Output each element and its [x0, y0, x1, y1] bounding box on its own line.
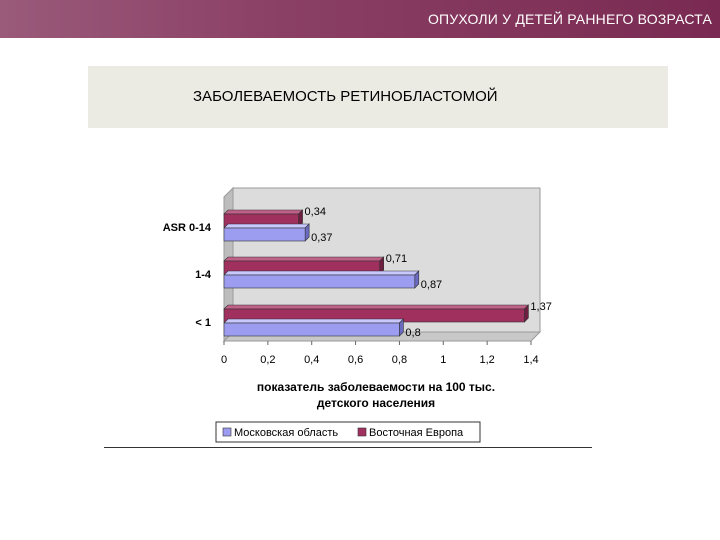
x-tick-label-2: 0,4: [304, 354, 319, 366]
x-tick-label-0: 0: [221, 354, 227, 366]
value-label-moscow-0: 0,37: [311, 232, 332, 244]
legend-label-europe: Восточная Европа: [369, 427, 464, 439]
legend-label-moscow: Московская область: [234, 427, 338, 439]
x-tick-label-7: 1,4: [523, 354, 538, 366]
x-tick-label-3: 0,6: [348, 354, 363, 366]
x-tick-label-5: 1: [440, 354, 446, 366]
chart-heading: ЗАБОЛЕВАЕМОСТЬ РЕТИНОБЛАСТОМОЙ: [193, 88, 498, 105]
x-tick-label-4: 0,8: [392, 354, 407, 366]
category-label-0: ASR 0-14: [163, 222, 212, 234]
x-axis-title-line-2: детского населения: [317, 396, 435, 410]
category-label-1: 1-4: [195, 269, 212, 281]
bar-moscow-0: [223, 227, 306, 242]
value-label-europe-0: 0,34: [305, 206, 326, 218]
x-tick-label-1: 0,2: [260, 354, 275, 366]
x-axis-title-line-1: показатель заболеваемости на 100 тыс.: [257, 380, 495, 394]
legend-swatch-moscow: [222, 427, 232, 437]
value-label-europe-2: 1,37: [530, 301, 551, 313]
value-label-moscow-2: 0,8: [405, 327, 420, 339]
bar-europe-1-top: [223, 256, 385, 262]
legend-box: [215, 421, 481, 443]
header-title: ОПУХОЛИ У ДЕТЕЙ РАННЕГО ВОЗРАСТА: [427, 11, 712, 27]
bar-europe-2-top: [223, 304, 530, 310]
x-tick-label-6: 1,2: [479, 354, 494, 366]
header-bar: ОПУХОЛИ У ДЕТЕЙ РАННЕГО ВОЗРАСТА: [0, 0, 720, 38]
value-label-europe-1: 0,71: [386, 253, 407, 265]
bar-moscow-1: [223, 274, 416, 289]
category-label-2: < 1: [195, 317, 211, 329]
bar-moscow-1-top: [223, 270, 420, 276]
value-label-moscow-1: 0,87: [421, 279, 442, 291]
bar-moscow-0-top: [223, 223, 310, 229]
bar-moscow-2: [223, 322, 400, 337]
subtitle-panel: ЗАБОЛЕВАЕМОСТЬ РЕТИНОБЛАСТОМОЙ: [88, 66, 668, 128]
bar-europe-0-top: [223, 209, 304, 215]
bottom-divider: [104, 447, 592, 448]
legend-swatch-europe: [357, 427, 367, 437]
bar-moscow-2-top: [223, 318, 405, 324]
